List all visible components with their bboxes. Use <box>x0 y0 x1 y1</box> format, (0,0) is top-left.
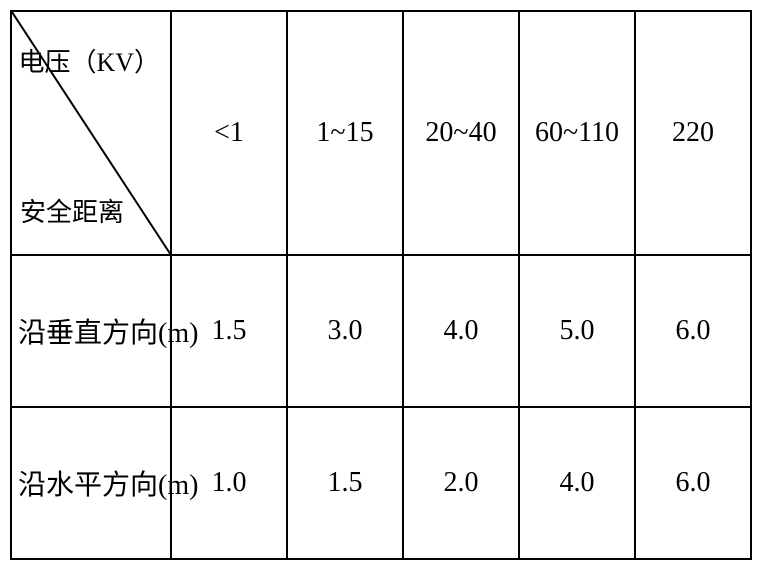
table-cell: 4.0 <box>403 255 519 407</box>
row-label: 沿垂直方向(m) <box>11 255 171 407</box>
column-header: 1~15 <box>287 11 403 255</box>
table-header-row: 电压（KV） 安全距离 <1 1~15 20~40 60~110 220 <box>11 11 751 255</box>
table-cell: 6.0 <box>635 407 751 559</box>
column-header: 220 <box>635 11 751 255</box>
row-label: 沿水平方向(m) <box>11 407 171 559</box>
table-cell: 6.0 <box>635 255 751 407</box>
column-header: 20~40 <box>403 11 519 255</box>
table-cell: 4.0 <box>519 407 635 559</box>
table-cell: 2.0 <box>403 407 519 559</box>
table-cell: 1.5 <box>287 407 403 559</box>
column-header: 60~110 <box>519 11 635 255</box>
table-cell: 5.0 <box>519 255 635 407</box>
table-row: 沿水平方向(m) 1.0 1.5 2.0 4.0 6.0 <box>11 407 751 559</box>
diagonal-header-cell: 电压（KV） 安全距离 <box>11 11 171 255</box>
column-header: <1 <box>171 11 287 255</box>
table-cell: 3.0 <box>287 255 403 407</box>
diagonal-top-label: 电压（KV） <box>18 42 160 79</box>
diagonal-bottom-label: 安全距离 <box>20 192 124 229</box>
table-row: 沿垂直方向(m) 1.5 3.0 4.0 5.0 6.0 <box>11 255 751 407</box>
safety-distance-table: 电压（KV） 安全距离 <1 1~15 20~40 60~110 220 沿垂直… <box>10 10 752 560</box>
